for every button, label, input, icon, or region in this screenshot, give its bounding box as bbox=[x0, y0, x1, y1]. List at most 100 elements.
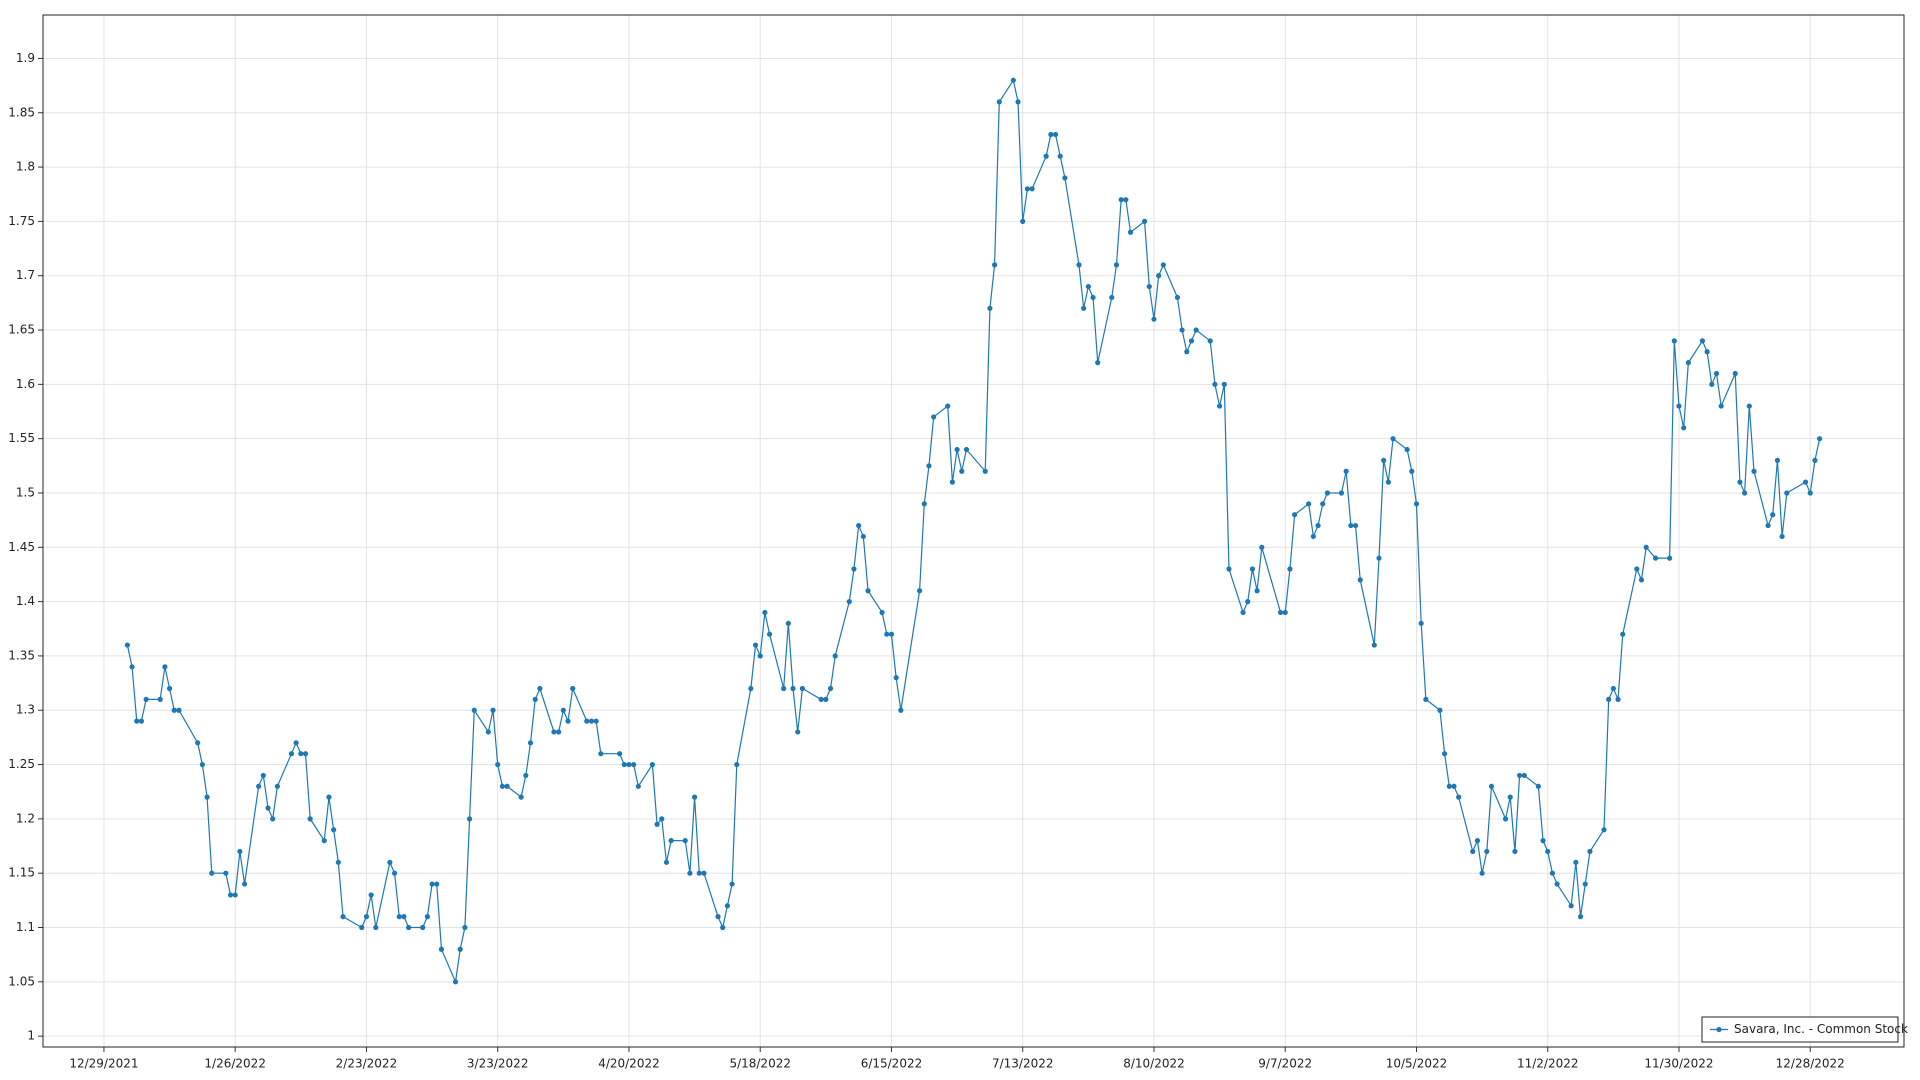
data-point bbox=[1306, 501, 1312, 507]
data-point bbox=[715, 914, 721, 920]
data-point bbox=[1315, 522, 1321, 529]
x-tick-label: 10/5/2022 bbox=[1386, 1057, 1448, 1071]
data-point bbox=[1048, 131, 1054, 138]
data-point bbox=[696, 870, 702, 876]
data-point bbox=[176, 707, 182, 713]
data-point bbox=[1146, 283, 1152, 290]
y-tick-label: 1.05 bbox=[8, 974, 35, 988]
data-point bbox=[570, 685, 576, 692]
data-point bbox=[1671, 338, 1677, 344]
data-point bbox=[1470, 848, 1476, 855]
data-point bbox=[1437, 707, 1443, 713]
data-point bbox=[471, 707, 477, 713]
data-point bbox=[1606, 696, 1612, 702]
data-point bbox=[1043, 153, 1049, 159]
data-point bbox=[1357, 577, 1363, 583]
data-point bbox=[884, 631, 890, 637]
data-point bbox=[1765, 522, 1771, 529]
data-point bbox=[762, 609, 768, 616]
data-point bbox=[931, 414, 937, 420]
data-point bbox=[199, 761, 205, 768]
data-point bbox=[818, 696, 824, 702]
data-point bbox=[921, 501, 927, 507]
data-point bbox=[143, 696, 149, 702]
data-point bbox=[795, 729, 801, 735]
data-point bbox=[1442, 751, 1448, 757]
data-point bbox=[274, 783, 280, 789]
data-point bbox=[452, 979, 459, 985]
data-point bbox=[499, 783, 505, 789]
plot-frame bbox=[42, 14, 1905, 1048]
data-point bbox=[945, 403, 951, 409]
data-point bbox=[785, 620, 791, 626]
data-point bbox=[1240, 609, 1246, 616]
data-point bbox=[668, 838, 674, 844]
x-tick-label: 7/13/2022 bbox=[992, 1057, 1054, 1071]
data-point bbox=[1732, 370, 1738, 377]
data-point bbox=[1742, 490, 1748, 496]
y-tick-label: 1.1 bbox=[16, 920, 35, 934]
data-point bbox=[584, 718, 590, 724]
data-point bbox=[204, 794, 210, 800]
data-point bbox=[827, 685, 834, 692]
data-point bbox=[1685, 360, 1691, 366]
data-point bbox=[1310, 533, 1316, 540]
data-point bbox=[1409, 468, 1415, 474]
data-point bbox=[1587, 848, 1593, 855]
data-point bbox=[949, 479, 956, 485]
legend-marker bbox=[1716, 1026, 1722, 1033]
data-point bbox=[1512, 848, 1518, 855]
data-point bbox=[1502, 816, 1509, 822]
data-point bbox=[1774, 457, 1781, 463]
data-point bbox=[888, 631, 895, 637]
y-tick-label: 1.85 bbox=[8, 105, 35, 119]
data-point bbox=[293, 740, 299, 746]
data-point bbox=[209, 870, 215, 876]
data-point bbox=[227, 892, 234, 898]
data-point bbox=[462, 924, 468, 931]
x-tick-label: 12/28/2022 bbox=[1776, 1057, 1845, 1071]
y-tick-label: 1.15 bbox=[8, 866, 35, 880]
data-point bbox=[1320, 501, 1326, 507]
data-point bbox=[237, 848, 243, 855]
data-point bbox=[1549, 870, 1556, 876]
data-point bbox=[560, 707, 566, 713]
data-point bbox=[1620, 631, 1626, 637]
data-point bbox=[982, 468, 988, 474]
data-point bbox=[331, 827, 337, 833]
data-point bbox=[1282, 609, 1288, 616]
data-point bbox=[1413, 501, 1420, 507]
data-point bbox=[1024, 186, 1031, 192]
data-point bbox=[1456, 794, 1462, 800]
data-point bbox=[485, 729, 491, 735]
data-point bbox=[1217, 403, 1223, 409]
data-point bbox=[752, 642, 759, 648]
data-point bbox=[926, 463, 932, 469]
x-tick-label: 8/10/2022 bbox=[1123, 1057, 1185, 1071]
data-point bbox=[893, 675, 899, 681]
x-tick-label: 11/2/2022 bbox=[1517, 1057, 1579, 1071]
y-tick-label: 1.25 bbox=[8, 757, 35, 771]
data-point bbox=[959, 468, 965, 474]
data-point bbox=[598, 751, 604, 757]
data-point bbox=[954, 446, 960, 453]
data-point bbox=[996, 99, 1002, 105]
data-point bbox=[1573, 859, 1579, 865]
data-point bbox=[1709, 381, 1715, 387]
data-point bbox=[626, 761, 632, 768]
data-point bbox=[1259, 544, 1265, 550]
data-point bbox=[691, 794, 698, 800]
data-point bbox=[401, 914, 407, 920]
y-tick-label: 1.4 bbox=[16, 594, 35, 608]
data-point bbox=[373, 924, 379, 931]
data-point bbox=[504, 783, 510, 789]
data-point bbox=[1390, 436, 1396, 442]
data-point bbox=[340, 914, 346, 920]
data-point bbox=[898, 707, 904, 713]
data-point bbox=[298, 751, 304, 757]
data-point bbox=[1254, 588, 1260, 594]
data-point bbox=[1807, 490, 1813, 496]
data-point bbox=[565, 718, 571, 724]
data-point bbox=[1779, 533, 1785, 540]
